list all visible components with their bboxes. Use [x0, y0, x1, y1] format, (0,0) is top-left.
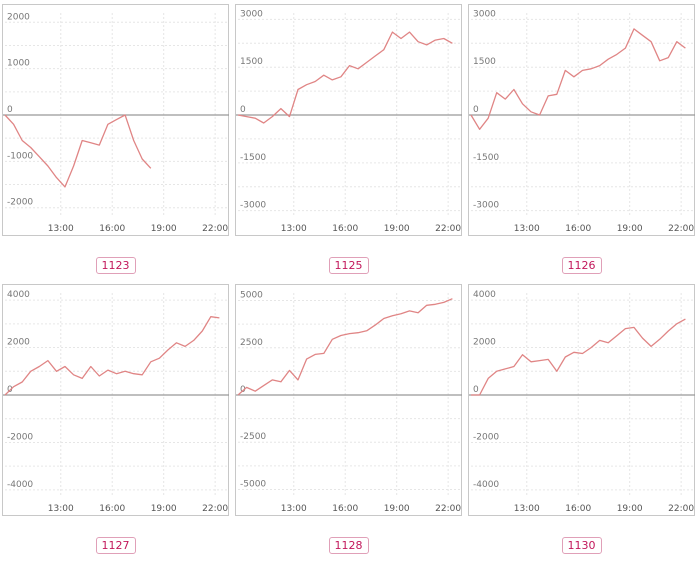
y-tick-label: 0 [473, 105, 479, 115]
chart-panel-1126: 3000 1500 0 -1500 -3000 13:00 16:00 19:00 22:00 1… [466, 0, 697, 280]
x-tick-label: 16:00 [99, 504, 125, 514]
x-tick-label: 19:00 [384, 504, 410, 514]
chart-panel-1127: 4000 2000 0 -2000 -4000 13:00 16:00 19:00 22:00 1… [0, 280, 231, 560]
series-line [237, 298, 453, 396]
y-tick-label: -5000 [240, 479, 266, 489]
x-tick-label: 16:00 [332, 504, 358, 514]
x-tick-label: 13:00 [514, 504, 540, 514]
plot-area: 4000 2000 0 -2000 -4000 13:00 16:00 19:00 22:00 [468, 284, 695, 516]
y-tick-label: 1000 [7, 59, 30, 69]
chart-panel-1128: 5000 2500 0 -2500 -5000 13:00 16:00 19:00 22:00 1… [233, 280, 464, 560]
y-tick-label: -3000 [473, 201, 499, 211]
y-tick-label: -3000 [240, 201, 266, 211]
y-tick-label: 4000 [7, 290, 30, 300]
chart-label: 1126 [561, 257, 602, 274]
chart-label: 1130 [561, 537, 602, 554]
chart-svg: 4000 2000 0 -2000 -4000 13:00 16:00 19:00 22:00 [469, 290, 695, 514]
y-tick-label: 2000 [7, 12, 30, 22]
chart-label: 1128 [328, 537, 369, 554]
x-tick-label: 16:00 [99, 224, 125, 234]
x-tick-label: 22:00 [435, 224, 461, 234]
y-tick-label: 5000 [240, 291, 263, 301]
x-tick-label: 19:00 [617, 224, 643, 234]
chart-svg: 3000 1500 0 -1500 -3000 13:00 16:00 19:00 22:00 [236, 9, 462, 234]
x-tick-label: 19:00 [151, 504, 177, 514]
y-tick-label: -1000 [7, 151, 33, 161]
series-line [470, 28, 686, 130]
x-tick-label: 22:00 [202, 224, 228, 234]
y-tick-label: 1500 [473, 57, 496, 67]
series-line [4, 114, 152, 188]
y-tick-label: 1500 [240, 57, 263, 67]
x-tick-label: 22:00 [668, 504, 694, 514]
chart-panel-1123: 2000 1000 0 -1000 -2000 13:00 16:00 19:00 22:00 1… [0, 0, 231, 280]
y-tick-label: -1500 [473, 153, 499, 163]
y-tick-label: 0 [7, 105, 13, 115]
plot-area: 3000 1500 0 -1500 -3000 13:00 16:00 19:00 22:00 [235, 4, 462, 236]
y-tick-label: -2000 [7, 432, 33, 442]
y-tick-label: 4000 [473, 290, 496, 300]
x-tick-label: 13:00 [281, 504, 307, 514]
x-tick-label: 22:00 [202, 504, 228, 514]
y-tick-label: -2000 [473, 432, 499, 442]
chart-svg: 2000 1000 0 -1000 -2000 13:00 16:00 19:00 22:00 [3, 12, 229, 234]
series-line [237, 31, 453, 124]
plot-area: 5000 2500 0 -2500 -5000 13:00 16:00 19:00 22:00 [235, 284, 462, 516]
x-tick-label: 22:00 [435, 504, 461, 514]
y-tick-label: -2500 [240, 432, 266, 442]
x-tick-label: 13:00 [48, 224, 74, 234]
plot-area: 2000 1000 0 -1000 -2000 13:00 16:00 19:00 22:00 [2, 4, 229, 236]
x-tick-label: 22:00 [668, 224, 694, 234]
y-tick-label: 2000 [473, 338, 496, 348]
series-line [471, 318, 686, 396]
y-tick-label: -4000 [7, 480, 33, 490]
chart-label: 1125 [328, 257, 369, 274]
y-tick-label: -1500 [240, 153, 266, 163]
plot-area: 3000 1500 0 -1500 -3000 13:00 16:00 19:00 22:00 [468, 4, 695, 236]
x-tick-label: 19:00 [617, 504, 643, 514]
y-tick-label: 2500 [240, 338, 263, 348]
x-tick-label: 16:00 [565, 224, 591, 234]
series-line [4, 316, 220, 396]
x-tick-label: 19:00 [384, 224, 410, 234]
x-tick-label: 16:00 [565, 504, 591, 514]
y-tick-label: -4000 [473, 480, 499, 490]
chart-panel-1125: 3000 1500 0 -1500 -3000 13:00 16:00 19:00 22:00 1… [233, 0, 464, 280]
chart-label: 1123 [95, 257, 136, 274]
y-tick-label: 2000 [7, 338, 30, 348]
chart-svg: 3000 1500 0 -1500 -3000 13:00 16:00 19:00 22:00 [469, 9, 695, 234]
x-tick-label: 13:00 [48, 504, 74, 514]
x-tick-label: 19:00 [151, 224, 177, 234]
y-tick-label: 3000 [240, 9, 263, 19]
y-tick-label: 3000 [473, 9, 496, 19]
chart-panel-1130: 4000 2000 0 -2000 -4000 13:00 16:00 19:00 22:00 1… [466, 280, 697, 560]
y-tick-label: 0 [473, 385, 479, 395]
x-tick-label: 16:00 [332, 224, 358, 234]
x-tick-label: 13:00 [281, 224, 307, 234]
y-tick-label: -2000 [7, 198, 33, 208]
chart-label: 1127 [95, 537, 136, 554]
y-tick-label: 0 [240, 105, 246, 115]
x-tick-label: 13:00 [514, 224, 540, 234]
plot-area: 4000 2000 0 -2000 -4000 13:00 16:00 19:00 22:00 [2, 284, 229, 516]
